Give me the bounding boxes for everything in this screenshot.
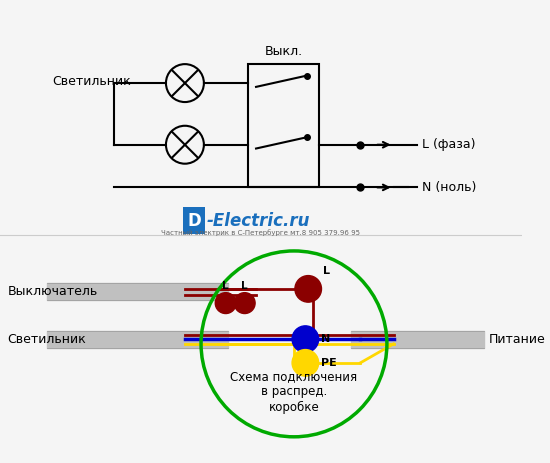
Circle shape [292, 350, 318, 376]
Text: L (фаза): L (фаза) [422, 138, 476, 151]
Text: Светильник: Светильник [52, 75, 131, 88]
Circle shape [295, 275, 322, 302]
Bar [249, 64, 318, 188]
Text: D: D [188, 212, 201, 230]
Text: Питание: Питание [488, 332, 545, 346]
Text: L: L [222, 281, 229, 291]
Text: N: N [321, 334, 330, 344]
Circle shape [234, 293, 255, 313]
Text: PE: PE [321, 358, 336, 368]
Text: -Electric.ru: -Electric.ru [207, 212, 310, 230]
Text: Частный электрик в С-Петербурге мт.8 905 379.96 95: Частный электрик в С-Петербурге мт.8 905… [161, 230, 360, 236]
Text: N (ноль): N (ноль) [422, 181, 476, 194]
Circle shape [292, 326, 318, 352]
Text: Схема подключения
в распред.
коробке: Схема подключения в распред. коробке [230, 370, 358, 413]
Text: Выкл.: Выкл. [265, 45, 303, 58]
Text: L: L [323, 266, 331, 275]
Text: L: L [241, 281, 248, 291]
Text: Выключатель: Выключатель [8, 285, 98, 298]
Circle shape [215, 293, 236, 313]
Text: Светильник: Светильник [8, 332, 86, 346]
